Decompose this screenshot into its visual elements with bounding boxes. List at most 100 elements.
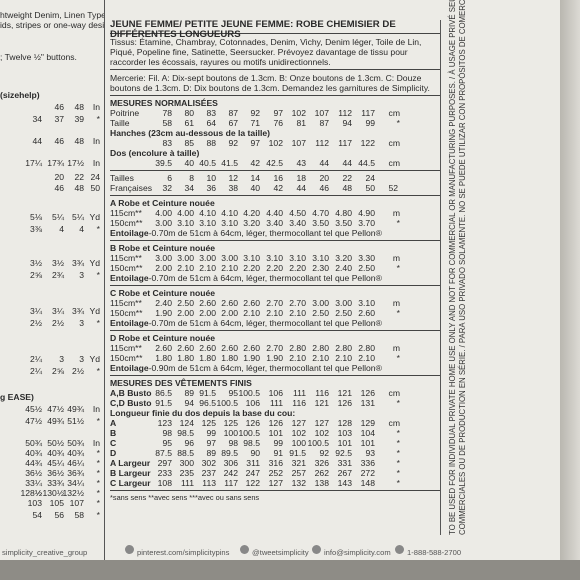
left-text-line: ids, stripes or one-way design [0, 20, 104, 30]
back-length-row-cell: 90 [250, 448, 260, 458]
hips-row-cell: 97 [250, 138, 260, 148]
yardage-115-row-cell: 2.80 [335, 343, 352, 353]
left-number-row: 33¼ 33¾ 34¼ * [0, 478, 104, 488]
left-cell: In [92, 158, 100, 168]
yardage-150-row-cell: 2.50 [358, 263, 375, 273]
left-number-row: 36½ 36½ 36¾ * [0, 468, 104, 478]
hips-row-cell: 122 [360, 138, 375, 148]
left-cell: 51½ [67, 416, 84, 426]
yardage-115-row-cell: 4.40 [266, 208, 283, 218]
back-length-row-cell: 101 [360, 438, 375, 448]
yardage-150-row-cell: 2.10 [221, 263, 238, 273]
yardage-150-row-cell: 2.00 [155, 263, 172, 273]
yardage-115-row-unit: m [392, 343, 400, 353]
back-length-row-cell: 98 [228, 438, 238, 448]
back-length-row-cell: 124 [179, 418, 194, 428]
twitter-link[interactable]: @tweetsimplicity [240, 544, 309, 557]
left-cell: In [92, 404, 100, 414]
left-cell: 45¼ [47, 458, 64, 468]
yardage-115-row: 115cm** 4.00 4.00 4.10 4.10 4.20 4.40 4.50 4.70 4… [110, 208, 440, 218]
background-surface [0, 560, 580, 580]
left-cell: 48 [74, 102, 84, 112]
left-cell: 22 [74, 172, 84, 182]
left-number-row: 2¼ 3 3 Yd [0, 354, 104, 364]
yardage-115-row-cell: 2.40 [155, 298, 172, 308]
waist-row-cell: 71 [250, 118, 260, 128]
yardage-115-row-cell: 4.10 [221, 208, 238, 218]
yardage-150-row-cell: 2.40 [335, 263, 352, 273]
yardage-115-row-cell: 3.00 [221, 253, 238, 263]
back-length-row-cell: 267 [337, 468, 352, 478]
yardage-150-row-cell: 2.20 [243, 263, 260, 273]
yardage-150-row-cell: 1.80 [177, 353, 194, 363]
left-number-row: 3⅜ 4 4 * [0, 224, 104, 234]
yardage-115-row-label: 115cm** [110, 253, 142, 263]
back-length-row-cell: 138 [314, 478, 329, 488]
fabrics-text: Tissus: Étamine, Chambray, Cotonnades, D… [110, 37, 422, 67]
interfacing-text: -0.70m de 51cm à 64cm, léger, thermocoll… [148, 228, 382, 238]
french-sizes-row-cell: 40 [250, 183, 260, 193]
finished-bust-row-cell: 111 [269, 398, 283, 408]
email-link[interactable]: info@simplicity.com [312, 544, 391, 557]
sizes-row-cell: 6 [167, 173, 172, 183]
back-length-row-cell: 123 [157, 418, 172, 428]
sizes-row-cell: 18 [296, 173, 306, 183]
left-cell: Yd [89, 258, 100, 268]
sizes-row-cell: 16 [273, 173, 283, 183]
bust-row-cell: 78 [162, 108, 172, 118]
back-length-row: A Largeur 297 300 302 306 311 316 321 326 331 336 * [110, 458, 440, 468]
left-cell: 2⅝ [30, 270, 42, 280]
finished-bust-row-cell: 100.5 [216, 398, 238, 408]
back-length-row-cell: 326 [314, 458, 329, 468]
french-sizes-row-cell: 38 [228, 183, 238, 193]
pinterest-link[interactable]: pinterest.com/simplicitypins [125, 544, 229, 557]
left-cell: 3 [79, 354, 84, 364]
left-cell: 3¼ [30, 306, 42, 316]
back-length-row-cell: 252 [268, 468, 283, 478]
yardage-150-row-cell: 2.00 [199, 308, 216, 318]
back-length-heading: Longueur finie du dos depuis la base du … [110, 408, 296, 418]
left-number-row: 2¼ 2⅝ 2½ * [0, 366, 104, 376]
yardage-115-row: 115cm** 3.00 3.00 3.00 3.00 3.10 3.10 3.10 3.10 3… [110, 253, 440, 263]
finished-bust-row-unit: * [396, 398, 400, 408]
yardage-115-row-cell: 4.80 [335, 208, 352, 218]
yardage-115-row-cell: 4.50 [289, 208, 306, 218]
interfacing-label: Entoilage [110, 318, 149, 328]
yardage-150-row-cell: 3.10 [221, 218, 238, 228]
left-cell: 17½ [67, 158, 84, 168]
back-length-row-cell: 262 [314, 468, 329, 478]
footnotes: *sans sens **avec sens ***avec ou sans s… [110, 493, 260, 502]
yardage-150-row-unit: * [396, 218, 400, 228]
yardage-115-row-cell: 4.70 [312, 208, 329, 218]
bust-row-unit: cm [388, 108, 400, 118]
back-length-row-label: B Largeur [110, 468, 151, 478]
back-length-row-cell: 87.5 [155, 448, 172, 458]
left-cell: * [96, 366, 100, 376]
waist-row-cell: 94 [342, 118, 352, 128]
yardage-150-row-cell: 2.10 [243, 308, 260, 318]
back-length-row-cell: 88.5 [177, 448, 194, 458]
left-cell: * [96, 458, 100, 468]
waist-row-label: Taille [110, 118, 130, 128]
back-length-row-cell: 104 [360, 428, 375, 438]
back-row: 39.5 40 40.5 41.5 42 42.5 43 44 44 44.5 cm [110, 158, 440, 168]
rule [110, 490, 440, 491]
yardage-150-row-unit: * [396, 308, 400, 318]
french-sizes-row-cell: 36 [206, 183, 216, 193]
left-cell: 34 [32, 114, 42, 124]
left-cell: 40¾ [25, 448, 42, 458]
back-length-row-label: D [110, 448, 117, 458]
yardage-115-row-cell: 2.60 [243, 343, 260, 353]
yardage-150-row: 150cm** 2.00 2.10 2.10 2.10 2.20 2.20 2.20 2.30 2… [110, 263, 440, 273]
back-length-row-cell: 300 [179, 458, 194, 468]
left-cell: 34¼ [67, 478, 84, 488]
left-number-row: 44 46 48 In [0, 136, 104, 146]
left-cell: * [96, 416, 100, 426]
view-title: D Robe et Ceinture nouée [110, 333, 216, 343]
yardage-115-row-label: 115cm** [110, 343, 142, 353]
left-cell: 40¾ [67, 448, 84, 458]
yardage-150-row-cell: 3.50 [312, 218, 329, 228]
back-row-cell: 42.5 [266, 158, 283, 168]
back-length-row: B 98 98.5 99 100 100.5 101 102 102 103 104 * [110, 428, 440, 438]
french-sizes-row-cell: 34 [184, 183, 194, 193]
